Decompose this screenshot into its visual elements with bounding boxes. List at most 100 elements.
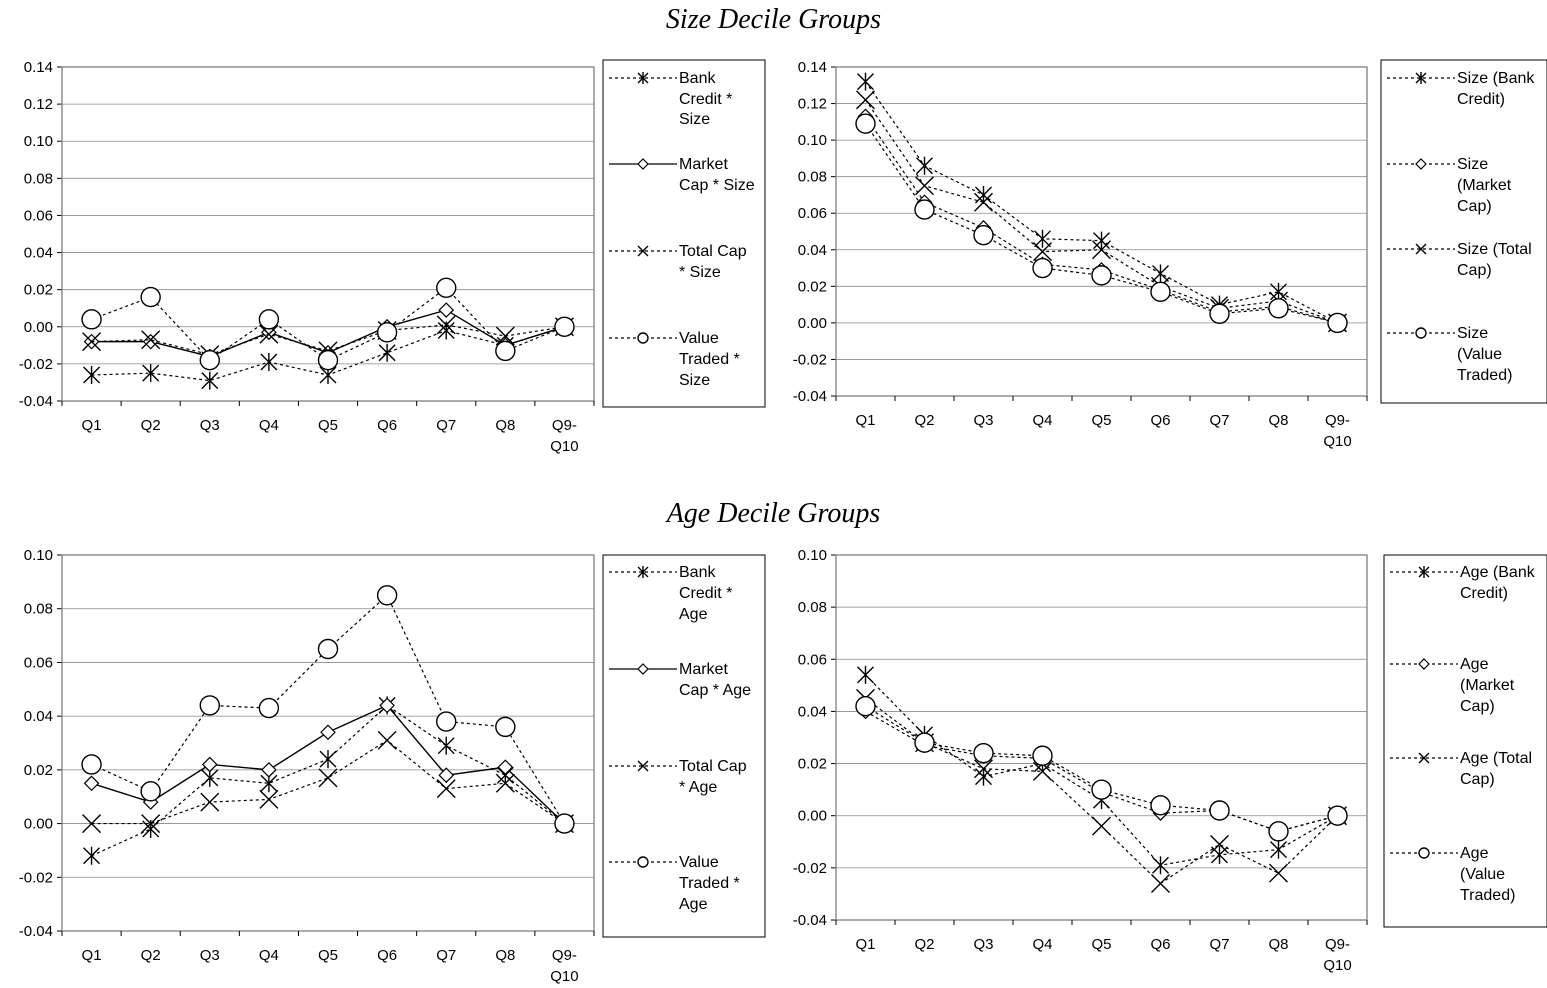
diamond-marker [637, 663, 649, 675]
y-tick-label: 0.08 [798, 599, 827, 616]
x-tick-label: Q4 [259, 417, 279, 434]
legend-label: Market [679, 661, 728, 678]
legend-label: Age [1460, 656, 1489, 673]
asterisk-marker [975, 185, 992, 204]
y-tick-label: 0.06 [24, 654, 53, 671]
age-left-chart: 0.10 0.08 0.06 0.04 0.02 0.00 -0.02 -0.04 Q1 Q2 Q3… [19, 547, 766, 985]
x-tick-label: Q10 [1323, 957, 1351, 974]
legend-label: Size [679, 372, 710, 389]
y-tick-label: 0.02 [798, 278, 827, 295]
circle-marker [376, 585, 398, 606]
x-marker [1151, 874, 1170, 893]
legend-label: Traded) [1457, 367, 1512, 384]
circle-marker [1268, 821, 1289, 842]
legend-label: (Value [1460, 866, 1505, 883]
asterisk-marker [378, 343, 396, 362]
x-marker [82, 332, 102, 352]
circle-marker [199, 695, 220, 716]
circle-marker [1418, 847, 1430, 859]
legend-label: Market [679, 156, 728, 173]
y-tick-label: 0.14 [798, 59, 827, 76]
y-tick-label: -0.02 [19, 869, 53, 886]
series-line [865, 99, 1338, 324]
legend-label: Age (Total [1460, 750, 1532, 767]
circle-marker [1268, 298, 1289, 319]
circle-marker [258, 309, 280, 330]
y-tick-label: -0.02 [19, 356, 53, 373]
y-tick-label: 0.06 [24, 207, 53, 224]
x-tick-label: Q8 [495, 947, 515, 964]
x-marker [436, 779, 456, 799]
asterisk-marker [260, 353, 278, 372]
legend-label: Value [679, 854, 719, 871]
legend: Size (Bank Credit) Size (Market Cap) Size (To… [1380, 59, 1547, 404]
legend: Age (Bank Credit) Age (Market Cap) Age (Total… [1383, 554, 1547, 928]
y-tick-label: 0.10 [798, 132, 827, 149]
circle-marker [973, 224, 994, 246]
series-line [865, 705, 1338, 832]
circle-marker [199, 349, 220, 371]
x-marker [436, 315, 456, 335]
plot-area [835, 554, 1368, 921]
y-tick-label: 0.00 [798, 808, 827, 825]
diamond-marker [1418, 658, 1430, 670]
x-marker [377, 730, 397, 750]
circle-marker [1150, 795, 1171, 816]
y-tick-label: 0.10 [24, 133, 53, 150]
circle-marker [1032, 257, 1053, 279]
x-tick-label: Q2 [141, 947, 161, 964]
legend-label: Credit) [1460, 585, 1508, 602]
y-tick-label: 0.02 [798, 756, 827, 773]
legend-label: Traded * [679, 875, 740, 892]
legend: Bank Credit * Size Market Cap * Size Total Ca… [602, 59, 766, 408]
y-tick-label: 0.04 [24, 245, 53, 262]
y-tick-label: 0.00 [24, 816, 53, 833]
x-marker [856, 90, 875, 110]
x-marker [200, 792, 220, 812]
y-tick-label: -0.02 [793, 351, 827, 368]
circle-marker [317, 638, 339, 660]
x-marker [1415, 243, 1427, 255]
legend-label: Bank [679, 70, 716, 87]
legend-label: Traded) [1460, 887, 1515, 904]
series-line [865, 674, 1338, 866]
x-marker [259, 789, 279, 809]
diamond-marker [438, 302, 455, 318]
legend-label: * Size [679, 264, 721, 281]
asterisk-marker [857, 665, 874, 684]
legend-box [602, 59, 766, 408]
legend-label: (Market [1460, 677, 1515, 694]
x-marker [915, 176, 934, 196]
y-tick-label: -0.04 [793, 388, 827, 405]
y-tick-label: 0.08 [24, 170, 53, 187]
y-tick-label: 0.02 [24, 762, 53, 779]
circle-marker [637, 332, 649, 344]
legend-label: Cap) [1457, 198, 1492, 215]
legend-label: Cap) [1460, 771, 1495, 788]
circle-marker [855, 113, 876, 134]
x-tick-label: Q5 [318, 947, 338, 964]
diamond-marker [142, 333, 159, 350]
x-marker [637, 245, 649, 257]
series-diamond [83, 697, 573, 832]
legend-label: Credit) [1457, 91, 1505, 108]
circle-marker [81, 309, 102, 330]
x-tick-label: Q1 [82, 417, 102, 434]
asterisk-marker [319, 750, 337, 769]
legend-label: Size (Total [1457, 241, 1532, 258]
circle-marker [436, 277, 457, 299]
circle-marker [436, 711, 457, 732]
series-line [91, 324, 565, 356]
asterisk-marker [1418, 566, 1430, 578]
series-line [91, 594, 565, 824]
x-tick-label: Q8 [1268, 936, 1288, 953]
x-tick-label: Q2 [914, 412, 934, 429]
plot-area [61, 66, 595, 402]
x-marker [259, 324, 279, 344]
legend-label: Cap * Age [679, 682, 751, 699]
diamond-marker [1415, 158, 1427, 170]
asterisk-marker [1152, 856, 1169, 875]
circle-marker [1327, 312, 1348, 334]
circle-marker [554, 316, 575, 337]
